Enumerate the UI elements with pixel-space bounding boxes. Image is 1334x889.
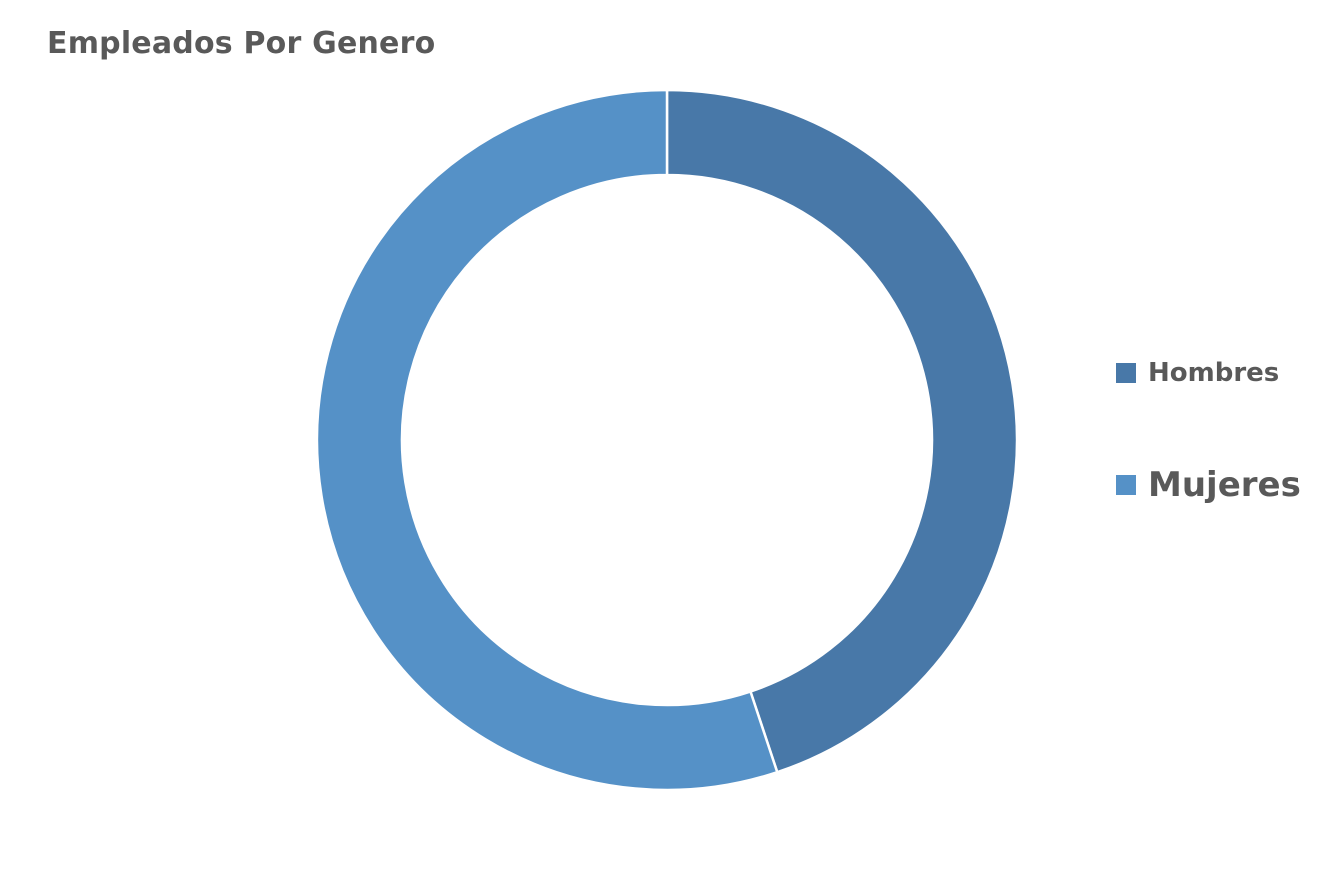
legend-label-hombres: Hombres <box>1148 358 1280 388</box>
chart-title: Empleados Por Genero <box>47 26 436 61</box>
legend-swatch-hombres <box>1116 363 1136 383</box>
legend-item-mujeres: Mujeres <box>1116 462 1301 508</box>
slice-hombres <box>665 88 1019 774</box>
legend-label-mujeres: Mujeres <box>1148 465 1301 505</box>
legend: Hombres Mujeres <box>1116 350 1301 508</box>
doughnut-slices <box>315 88 1019 792</box>
legend-swatch-mujeres <box>1116 475 1136 495</box>
slice-mujeres <box>315 88 779 792</box>
legend-item-hombres: Hombres <box>1116 350 1301 396</box>
